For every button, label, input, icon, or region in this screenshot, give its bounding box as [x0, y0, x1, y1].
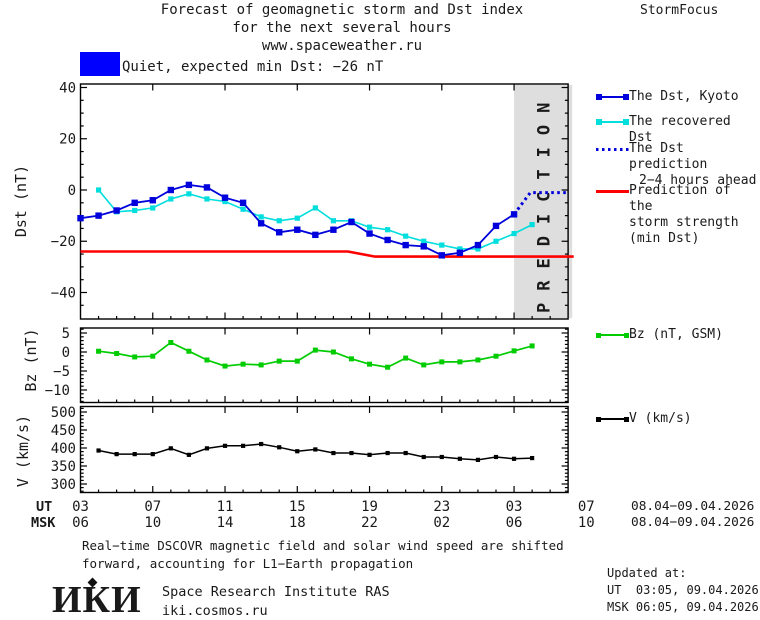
footer-note-line1: Real−time DSCOVR magnetic field and sola… [82, 538, 564, 553]
series-storm [80, 250, 574, 258]
y-tick-label: −5 [53, 364, 70, 380]
y-tick-label: 20 [59, 132, 76, 148]
x-tick-label-ut: 11 [217, 499, 234, 515]
updated-at-label: Updated at: [607, 566, 687, 580]
bz-axis-label: Bz (nT) [22, 328, 40, 392]
plot-frame [79, 327, 569, 404]
legend-dst-kyoto: The Dst, Kyoto [596, 89, 739, 105]
plot-dst-nt-: PREDICTION 40 20 0 −20 −40 [51, 80, 574, 320]
legend-v: V (km/s) [596, 411, 692, 427]
series-recovered [95, 187, 535, 252]
legend-storm-strength: Prediction of the storm strength (min Dst) [596, 183, 760, 247]
v-axis-label: V (km/s) [14, 414, 32, 488]
axis-ticks [80, 328, 569, 403]
y-tick-label: 0 [62, 345, 70, 361]
updated-ut: UT 03:05, 09.04.2026 [607, 583, 759, 597]
y-tick-label: 300 [51, 477, 76, 493]
x-tick-label-ut: 15 [289, 499, 306, 515]
x-tick-label-ut: 19 [361, 499, 378, 515]
org-name: Space Research Institute RAS [162, 584, 390, 600]
x-tick-label-msk: 18 [289, 515, 306, 531]
site-url: www.spaceweather.ru [261, 38, 423, 54]
y-tick-label: −10 [45, 383, 70, 399]
axis-ticks [80, 406, 569, 493]
brand-stormfocus: StormFocus [640, 3, 719, 18]
prediction-band [514, 84, 573, 319]
legend-recovered-dst: The recovered Dst [596, 114, 760, 146]
y-tick-label: 0 [68, 183, 76, 199]
updated-msk: MSK 06:05, 09.04.2026 [607, 600, 759, 614]
x-tick-label-ut: 23 [433, 499, 450, 515]
x-tick-label-msk: 06 [72, 515, 89, 531]
legend-line-v [596, 411, 629, 427]
legend-line-bz [596, 327, 629, 343]
x-tick-label-msk: 10 [144, 515, 161, 531]
ut-row-header: UT [36, 499, 53, 515]
legend-dst-prediction: The Dst prediction 2−4 hours ahead [596, 141, 760, 189]
y-tick-label: 400 [51, 441, 76, 457]
y-tick-label: 350 [51, 459, 76, 475]
org-site-link[interactable]: iki.cosmos.ru [162, 603, 268, 619]
ut-date-range: 08.04−09.04.2026 [631, 499, 755, 514]
x-tick-label-ut: 07 [144, 499, 161, 515]
status-banner-text: Quiet, expected min Dst: −26 nT [122, 59, 384, 75]
legend-label-bz: Bz (nT, GSM) [629, 327, 723, 342]
legend-line-recovered [596, 114, 629, 130]
page-title-line1: Forecast of geomagnetic storm and Dst in… [160, 2, 524, 18]
iki-logo: ИКИ [52, 577, 142, 620]
x-tick-label-ut: 03 [506, 499, 523, 515]
legend-line-prediction [596, 141, 629, 157]
plot-bz-nt-: 5 0 −5 −10 [45, 326, 569, 404]
plot-frame [79, 405, 569, 494]
plot-frame [79, 83, 569, 320]
legend-label-dst-kyoto: The Dst, Kyoto [629, 89, 739, 104]
footer-note-line2: forward, accounting for L1−Earth propaga… [82, 556, 414, 571]
x-tick-label-msk: 06 [506, 515, 523, 531]
x-tick-label-ut: 03 [72, 499, 89, 515]
legend-line-storm [596, 183, 629, 199]
legend-bz: Bz (nT, GSM) [596, 327, 723, 343]
legend-line-dst-kyoto [596, 89, 629, 105]
y-tick-label: −40 [51, 285, 76, 301]
legend-label-prediction: The Dst prediction 2−4 hours ahead [629, 141, 757, 188]
storm-level-color-box [80, 52, 120, 76]
plot-v-km-s-: 500 450 400 350 300 [51, 405, 569, 494]
series-kyoto [77, 181, 518, 259]
x-tick-label-msk: 10 [578, 515, 595, 531]
x-tick-label-msk: 02 [433, 515, 450, 531]
legend-label-storm: Prediction of the storm strength (min Dst) [629, 183, 739, 246]
y-tick-label: 500 [51, 405, 76, 421]
y-tick-label: −20 [51, 234, 76, 250]
series-v [96, 441, 535, 462]
legend-label-recovered: The recovered Dst [629, 114, 731, 145]
prediction-band-label: PREDICTION [535, 91, 555, 313]
msk-row-header: MSK [31, 515, 56, 531]
msk-date-range: 08.04−09.04.2026 [631, 515, 755, 530]
page-title-line2: for the next several hours [232, 20, 452, 36]
x-tick-label-msk: 22 [361, 515, 378, 531]
y-tick-label: 450 [51, 423, 76, 439]
x-tick-label-ut: 07 [578, 499, 595, 515]
series-bz [96, 340, 535, 370]
y-tick-label: 40 [59, 80, 76, 96]
legend-label-v: V (km/s) [629, 411, 692, 426]
dst-axis-label: Dst (nT) [12, 164, 30, 238]
x-tick-label-msk: 14 [217, 515, 234, 531]
y-tick-label: 5 [62, 326, 70, 342]
